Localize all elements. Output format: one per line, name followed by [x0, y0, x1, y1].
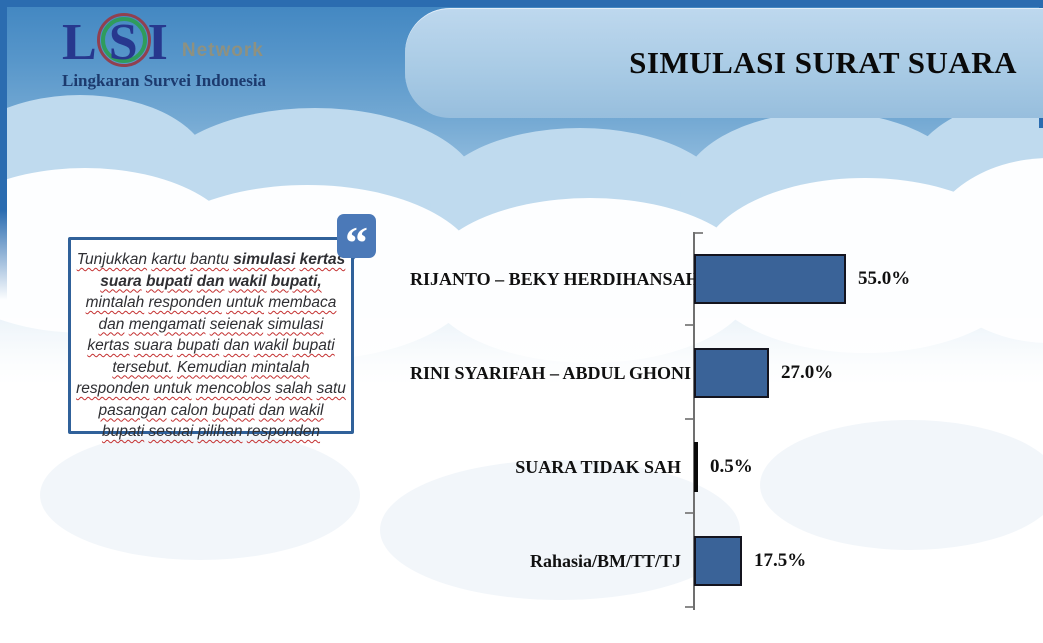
misspelled-word: bupati — [145, 272, 193, 290]
title-banner: SIMULASI SURAT SUARA — [405, 8, 1043, 118]
instruction-text: Tunjukkan kartu bantu simulasi kertas su… — [76, 249, 346, 443]
logo-letter-l: L — [62, 14, 97, 71]
misspelled-word: dan — [223, 337, 250, 354]
misspelled-word: dan — [98, 315, 125, 333]
misspelled-word: kertas — [87, 337, 130, 354]
misspelled-word: responden — [148, 294, 222, 311]
misspelled-word: simulasi — [267, 315, 324, 333]
logo-ring-red-icon — [96, 13, 151, 67]
axis-tick — [685, 418, 693, 420]
misspelled-word: calon — [170, 401, 208, 419]
misspelled-word: responden — [76, 380, 150, 397]
category-label: RIJANTO – BEKY HERDIHANSAH — [410, 269, 700, 289]
value-label: 55.0% — [858, 268, 911, 289]
misspelled-word: simulasi — [233, 251, 296, 268]
value-label: 17.5% — [754, 550, 807, 571]
top-border-strip — [0, 0, 1043, 7]
logo-circle-mark: S — [96, 13, 151, 69]
chart-row: Rahasia/BM/TT/TJ 17.5% — [410, 514, 1035, 608]
misspelled-word: kertas — [299, 251, 346, 268]
logo-ring-green-icon — [100, 17, 147, 63]
left-border-strip — [0, 0, 7, 300]
misspelled-word: dan — [258, 401, 285, 419]
misspelled-word: satu — [316, 380, 346, 397]
bar — [694, 348, 769, 398]
misspelled-word: salah — [275, 380, 313, 397]
logo-subtitle: Lingkaran Survei Indonesia — [62, 71, 267, 90]
misspelled-word: wakil — [253, 337, 289, 354]
value-label: 0.5% — [710, 456, 753, 477]
axis-tick — [685, 606, 693, 608]
misspelled-word: bupati — [212, 401, 255, 419]
axis-tick — [685, 512, 693, 514]
misspelled-word: dan — [196, 272, 225, 290]
lsi-logo: L S I Network Lingkaran Survei Indonesia — [62, 13, 267, 91]
logo-network-label: Network — [181, 40, 264, 61]
value-label: 27.0% — [781, 362, 834, 383]
misspelled-word: seienak — [209, 315, 264, 333]
axis-tick — [685, 324, 693, 326]
cloud-decoration — [380, 460, 740, 600]
misspelled-word: tersebut. — [112, 358, 173, 376]
misspelled-word: bupati — [292, 337, 335, 354]
category-label: SUARA TIDAK SAH — [515, 457, 681, 477]
cloud-decoration — [40, 430, 360, 560]
category-label: Rahasia/BM/TT/TJ — [529, 551, 681, 571]
misspelled-word: bupati, — [270, 272, 322, 290]
chart-row: SUARA TIDAK SAH 0.5% — [410, 420, 1035, 514]
misspelled-word: Tunjukkan — [76, 251, 148, 268]
misspelled-word: mintalah — [85, 294, 145, 311]
misspelled-word: suara — [133, 337, 173, 354]
misspelled-word: wakil — [228, 272, 267, 290]
misspelled-word: bupati — [101, 423, 145, 440]
logo-letter-s: S — [108, 14, 138, 71]
misspelled-word: bantu — [190, 251, 229, 268]
bar — [694, 442, 698, 492]
instruction-part3: mintalah responden untuk membaca dan men… — [76, 294, 346, 440]
instruction-box: Tunjukkan kartu bantu simulasi kertas su… — [68, 237, 354, 440]
misspelled-word: mengamati — [128, 315, 206, 333]
misspelled-word: suara — [100, 272, 142, 290]
misspelled-word: membaca — [268, 294, 337, 311]
misspelled-word: untuk — [153, 380, 192, 397]
misspelled-word: kartu — [151, 251, 186, 268]
quote-icon: “ — [337, 214, 376, 268]
ballot-simulation-chart: RIJANTO – BEKY HERDIHANSAH 55.0% RINI SYAR… — [410, 225, 1035, 630]
misspelled-word: mencoblos — [195, 380, 271, 397]
chart-row: RIJANTO – BEKY HERDIHANSAH 55.0% — [410, 232, 1035, 326]
misspelled-word: bupati — [176, 337, 220, 354]
chart-row: RINI SYARIFAH – ABDUL GHONI 27.0% — [410, 326, 1035, 420]
misspelled-word: untuk — [226, 294, 265, 311]
misspelled-word: Kemudian — [176, 358, 247, 376]
bar — [694, 536, 742, 586]
misspelled-word: sesuai — [148, 423, 194, 440]
axis-tick — [695, 232, 703, 234]
page-title: SIMULASI SURAT SUARA — [629, 45, 1017, 80]
misspelled-word: wakil — [289, 401, 324, 419]
misspelled-word: responden — [246, 423, 321, 440]
misspelled-word: mintalah — [251, 358, 310, 376]
instruction-part2-bold: simulasi kertas suara bupati dan wakil b… — [100, 251, 345, 290]
bar — [694, 254, 846, 304]
chart-axis-line — [693, 232, 695, 610]
cloud-decoration — [760, 420, 1043, 550]
misspelled-word: pilihan — [197, 423, 243, 440]
category-label: RINI SYARIFAH – ABDUL GHONI — [410, 363, 692, 383]
logo-letter-i: I — [147, 14, 168, 71]
instruction-part1: Tunjukkan kartu bantu — [77, 251, 229, 268]
misspelled-word: pasangan — [98, 401, 167, 419]
